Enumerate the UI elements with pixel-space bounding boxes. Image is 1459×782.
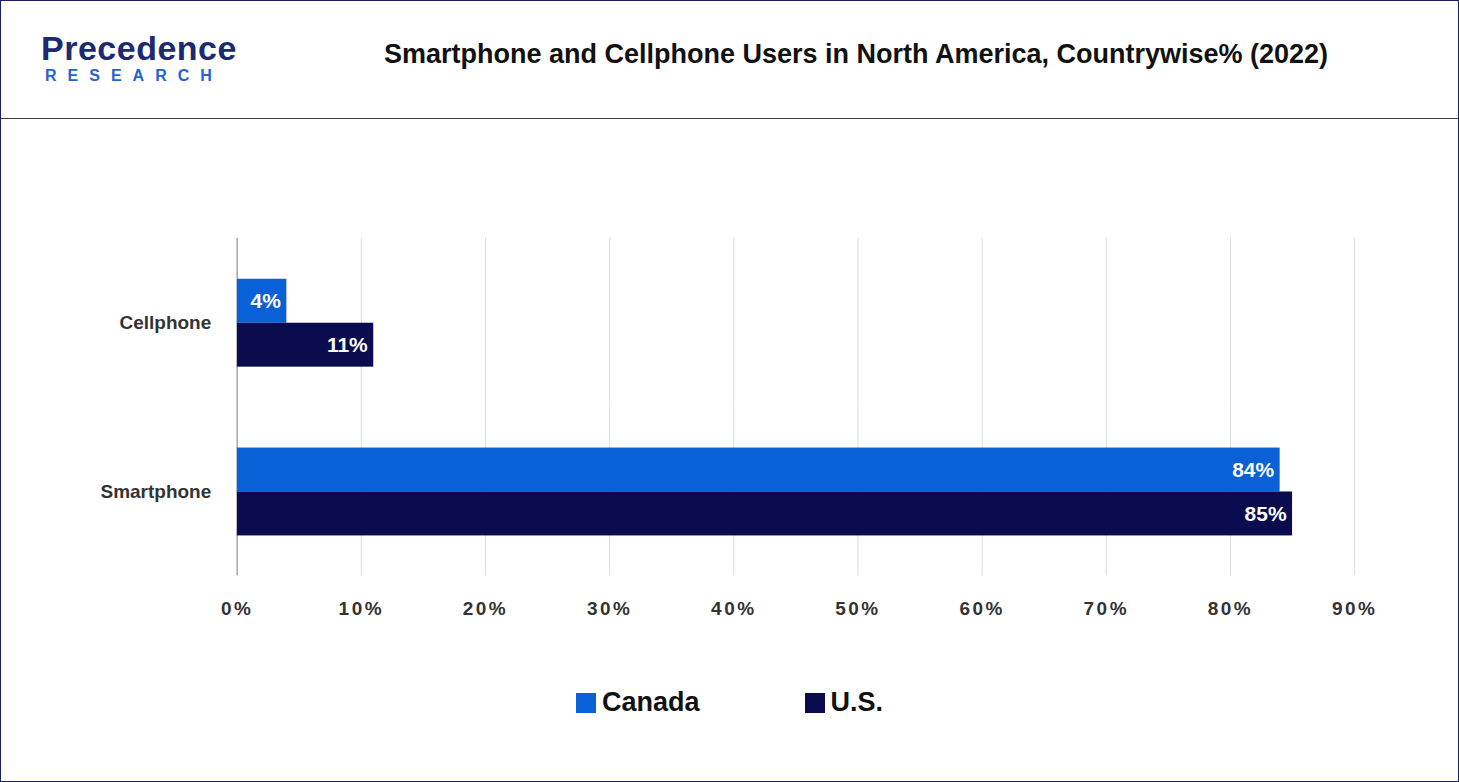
- svg-text:50%: 50%: [835, 598, 880, 619]
- html-text:Canada: Canada: [602, 687, 700, 717]
- svg-text:30%: 30%: [587, 598, 632, 619]
- svg-text:40%: 40%: [711, 598, 756, 619]
- svg-text:70%: 70%: [1084, 598, 1129, 619]
- svg-text:85%: 85%: [1245, 502, 1287, 525]
- svg-text:60%: 60%: [959, 598, 1004, 619]
- svg-text:4%: 4%: [251, 289, 282, 312]
- html-text:U.S.: U.S.: [830, 687, 883, 717]
- html-text:Smartphone and Cellphone Users: Smartphone and Cellphone Users in North …: [383, 39, 1329, 69]
- svg-text:Smartphone: Smartphone: [101, 481, 212, 502]
- svg-text:11%: 11%: [327, 333, 368, 356]
- svg-text:10%: 10%: [339, 598, 384, 619]
- html-text:RESEARCH: RESEARCH: [45, 67, 223, 84]
- svg-text:0%: 0%: [221, 598, 253, 619]
- svg-text:84%: 84%: [1232, 458, 1274, 481]
- svg-text:90%: 90%: [1332, 598, 1377, 619]
- svg-text:20%: 20%: [463, 598, 508, 619]
- svg-text:80%: 80%: [1208, 598, 1253, 619]
- html-text:Precedence: Precedence: [41, 29, 237, 67]
- svg-text:Cellphone: Cellphone: [120, 312, 212, 333]
